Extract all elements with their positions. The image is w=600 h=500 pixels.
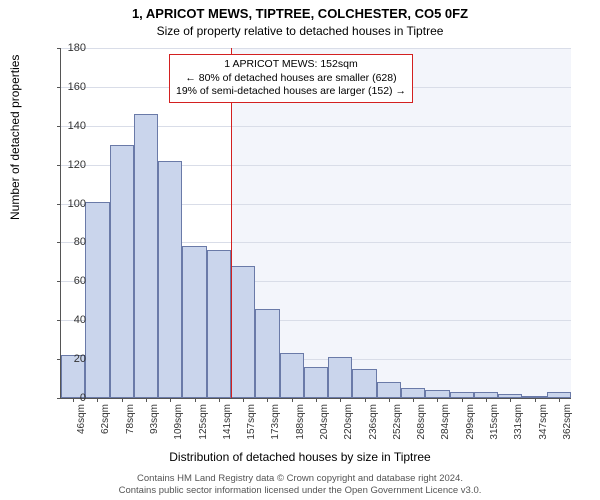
y-axis-label: Number of detached properties [8, 55, 22, 220]
histogram-bar [110, 145, 134, 398]
xtick-label: 331sqm [513, 404, 524, 440]
xtick-mark [462, 398, 463, 402]
xtick-label: 284sqm [440, 404, 451, 440]
xtick-label: 252sqm [392, 404, 403, 440]
xtick-mark [413, 398, 414, 402]
xtick-mark [195, 398, 196, 402]
histogram-bar [231, 266, 255, 398]
xtick-label: 268sqm [416, 404, 427, 440]
ytick-label: 140 [46, 120, 86, 132]
ytick-label: 20 [46, 353, 86, 365]
xtick-label: 78sqm [125, 404, 136, 434]
annotation-line: 1 APRICOT MEWS: 152sqm [176, 58, 406, 72]
annotation-line: 19% of semi-detached houses are larger (… [176, 85, 406, 99]
xtick-mark [559, 398, 560, 402]
xtick-label: 220sqm [343, 404, 354, 440]
gridline [61, 48, 571, 49]
xtick-mark [97, 398, 98, 402]
histogram-bar [85, 202, 109, 398]
footer-line-2: Contains public sector information licen… [0, 485, 600, 496]
xtick-mark [510, 398, 511, 402]
ytick-label: 100 [46, 198, 86, 210]
footer-line-1: Contains HM Land Registry data © Crown c… [0, 473, 600, 484]
ytick-label: 60 [46, 275, 86, 287]
xtick-label: 141sqm [222, 404, 233, 440]
xtick-mark [437, 398, 438, 402]
histogram-bar [304, 367, 328, 398]
xtick-mark [170, 398, 171, 402]
histogram-bar [377, 382, 401, 398]
xtick-label: 299sqm [465, 404, 476, 440]
histogram-bar [328, 357, 352, 398]
xtick-mark [122, 398, 123, 402]
histogram-bar [401, 388, 425, 398]
xtick-mark [219, 398, 220, 402]
histogram-bar [255, 309, 279, 398]
xtick-mark [146, 398, 147, 402]
xtick-label: 315sqm [489, 404, 500, 440]
histogram-bar [280, 353, 304, 398]
chart-title-address: 1, APRICOT MEWS, TIPTREE, COLCHESTER, CO… [0, 6, 600, 21]
xtick-label: 173sqm [270, 404, 281, 440]
xtick-label: 125sqm [198, 404, 209, 440]
histogram-bar [352, 369, 376, 398]
xtick-mark [292, 398, 293, 402]
footer-attribution: Contains HM Land Registry data © Crown c… [0, 473, 600, 496]
xtick-mark [535, 398, 536, 402]
histogram-bar [158, 161, 182, 398]
x-axis-label: Distribution of detached houses by size … [0, 450, 600, 464]
xtick-mark [389, 398, 390, 402]
ytick-label: 80 [46, 236, 86, 248]
xtick-mark [340, 398, 341, 402]
xtick-label: 46sqm [76, 404, 87, 434]
xtick-label: 109sqm [173, 404, 184, 440]
ytick-label: 180 [46, 42, 86, 54]
xtick-mark [243, 398, 244, 402]
ytick-label: 160 [46, 81, 86, 93]
histogram-bar [425, 390, 449, 398]
xtick-mark [486, 398, 487, 402]
chart-container: 1, APRICOT MEWS, TIPTREE, COLCHESTER, CO… [0, 0, 600, 500]
annotation-box: 1 APRICOT MEWS: 152sqm← 80% of detached … [169, 54, 413, 103]
xtick-label: 93sqm [149, 404, 160, 434]
histogram-bar [134, 114, 158, 398]
histogram-bar [182, 246, 206, 398]
xtick-label: 62sqm [100, 404, 111, 434]
ytick-label: 0 [46, 392, 86, 404]
ytick-label: 40 [46, 314, 86, 326]
xtick-mark [267, 398, 268, 402]
xtick-label: 188sqm [295, 404, 306, 440]
xtick-mark [365, 398, 366, 402]
xtick-label: 157sqm [246, 404, 257, 440]
xtick-label: 347sqm [538, 404, 549, 440]
xtick-label: 204sqm [319, 404, 330, 440]
histogram-bar [207, 250, 231, 398]
plot-area: 1 APRICOT MEWS: 152sqm← 80% of detached … [60, 48, 571, 399]
ytick-label: 120 [46, 159, 86, 171]
annotation-line: ← 80% of detached houses are smaller (62… [176, 72, 406, 86]
xtick-label: 362sqm [562, 404, 573, 440]
chart-subtitle: Size of property relative to detached ho… [0, 24, 600, 38]
xtick-label: 236sqm [368, 404, 379, 440]
xtick-mark [316, 398, 317, 402]
